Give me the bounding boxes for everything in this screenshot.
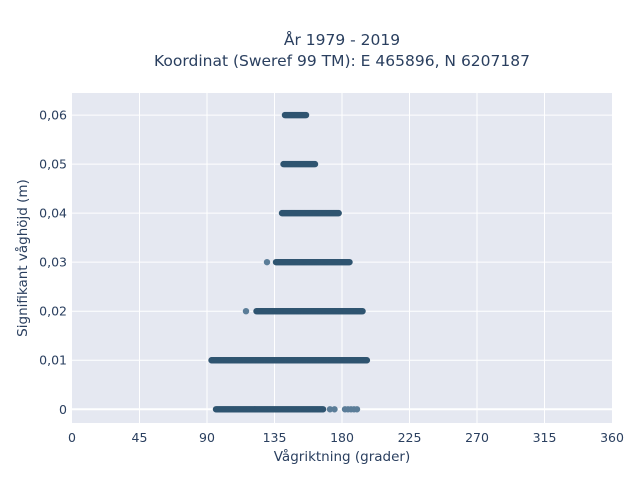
x-tick-label: 135 <box>263 430 287 445</box>
data-points <box>208 111 371 413</box>
x-tick-label: 270 <box>465 430 489 445</box>
data-point <box>326 406 334 413</box>
chart-subtitle: Koordinat (Sweref 99 TM): E 465896, N 62… <box>154 52 530 70</box>
data-point <box>346 258 353 266</box>
data-point <box>363 357 371 364</box>
x-tick-label: 90 <box>199 430 215 445</box>
x-axis-ticks: 0 45 90 135 180 225 270 315 360 <box>68 430 624 445</box>
x-tick-label: 360 <box>600 430 624 445</box>
x-tick-label: 315 <box>533 430 557 445</box>
data-point <box>353 406 361 413</box>
y-tick-label: 0,02 <box>39 304 67 319</box>
data-point <box>263 258 271 266</box>
y-axis-title: Signifikant våghöjd (m) <box>14 179 31 337</box>
x-tick-label: 225 <box>398 430 422 445</box>
data-point <box>302 111 310 119</box>
y-tick-label: 0,03 <box>39 255 67 270</box>
data-point <box>319 406 327 413</box>
data-point <box>359 308 366 315</box>
x-tick-label: 45 <box>132 430 148 445</box>
y-tick-label: 0 <box>59 402 67 417</box>
y-tick-label: 0,05 <box>39 157 67 172</box>
x-axis-title: Vågriktning (grader) <box>274 448 411 465</box>
data-point <box>311 160 319 168</box>
y-axis-ticks: 0 0,01 0,02 0,03 0,04 0,05 0,06 <box>39 108 67 417</box>
chart-title: År 1979 - 2019 <box>284 30 400 49</box>
data-point <box>242 308 250 315</box>
y-tick-label: 0,01 <box>39 353 67 368</box>
data-point <box>335 209 342 217</box>
data-point <box>331 406 338 413</box>
x-tick-label: 0 <box>68 430 76 445</box>
x-tick-label: 180 <box>330 430 354 445</box>
y-tick-label: 0,06 <box>39 108 67 123</box>
y-tick-label: 0,04 <box>39 206 67 221</box>
